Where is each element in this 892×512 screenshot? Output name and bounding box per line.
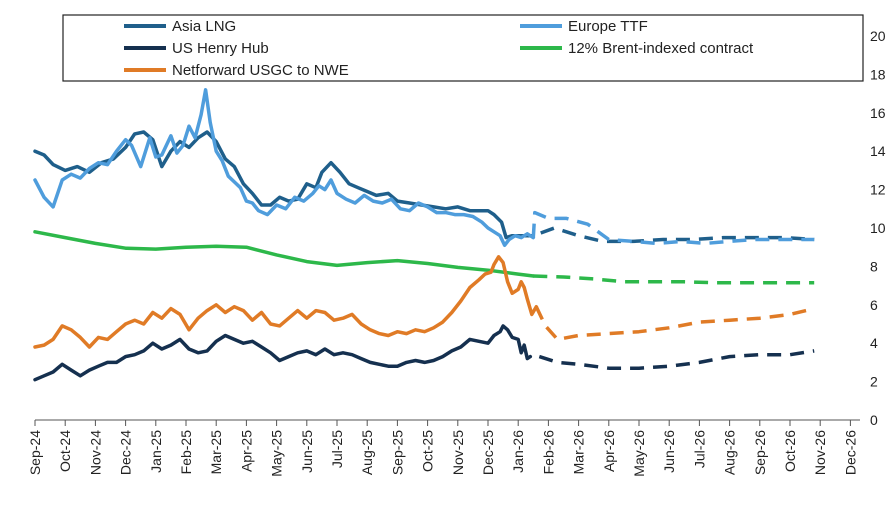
y-tick-label: 0 bbox=[870, 412, 878, 428]
y-tick-label: 20 bbox=[870, 28, 886, 44]
series-asia-lng-forecast bbox=[518, 226, 815, 244]
x-tick-label: Apr-25 bbox=[238, 430, 254, 472]
y-tick-label: 12 bbox=[870, 182, 886, 198]
series-us-henry-hub-historical bbox=[33, 324, 533, 382]
series-europe-ttf-historical bbox=[33, 88, 536, 248]
x-tick-label: May-25 bbox=[269, 430, 285, 477]
x-tick-label: Oct-24 bbox=[57, 430, 73, 472]
series-asia-lng-historical bbox=[33, 130, 520, 240]
y-tick-label: 2 bbox=[870, 374, 878, 390]
x-tick-label: Nov-25 bbox=[450, 430, 466, 475]
y-tick-label: 4 bbox=[870, 335, 878, 351]
series-us-henry-hub-forecast bbox=[538, 349, 815, 370]
x-tick-label: Oct-26 bbox=[782, 430, 798, 472]
x-tick-label: Dec-25 bbox=[480, 430, 496, 475]
series-europe-ttf-forecast bbox=[531, 210, 815, 246]
x-tick-label: Jun-26 bbox=[661, 430, 677, 473]
x-tick-label: Nov-24 bbox=[87, 430, 103, 475]
x-tick-label: Dec-26 bbox=[842, 430, 858, 475]
axes-layer: Sep-24 Oct-24 Nov-24 Dec-24 Jan-25 Feb-25 Mar-… bbox=[27, 28, 886, 477]
x-tick-label: Feb-25 bbox=[178, 430, 194, 475]
series-netforward-usgc-to-nwe-historical bbox=[33, 255, 539, 349]
x-tick-label: Dec-24 bbox=[118, 430, 134, 475]
x-tick-label: Apr-26 bbox=[601, 430, 617, 472]
y-tick-label: 10 bbox=[870, 220, 886, 236]
legend-frame bbox=[62, 14, 864, 82]
x-tick-label: Aug-26 bbox=[722, 430, 738, 475]
y-tick-label: 14 bbox=[870, 143, 886, 159]
x-tick-label: Nov-26 bbox=[812, 430, 828, 475]
y-tick-label: 6 bbox=[870, 297, 878, 313]
x-tick-label: Jul-26 bbox=[691, 430, 707, 468]
series-netforward-usgc-to-nwe-forecast bbox=[534, 305, 815, 342]
legend-label-us-henry-hub: US Henry Hub bbox=[172, 40, 269, 57]
x-tick-label: Jan-26 bbox=[510, 430, 526, 473]
series-12-brent-indexed-contract-forecast bbox=[533, 274, 815, 285]
legend-label-brent-indexed: 12% Brent-indexed contract bbox=[568, 40, 754, 57]
series-12-brent-indexed-contract-historical bbox=[33, 230, 536, 278]
x-tick-label: Sep-24 bbox=[27, 430, 43, 475]
x-tick-label: Mar-25 bbox=[208, 430, 224, 475]
legend-label-asia-lng: Asia LNG bbox=[172, 18, 236, 35]
legend: Asia LNG Europe TTF US Henry Hub 12% Bre… bbox=[62, 14, 864, 82]
y-tick-label: 18 bbox=[870, 66, 886, 82]
legend-label-europe-ttf: Europe TTF bbox=[568, 18, 648, 35]
x-tick-label: Mar-26 bbox=[571, 430, 587, 475]
x-tick-label: Oct-25 bbox=[420, 430, 436, 472]
legend-label-netforward: Netforward USGC to NWE bbox=[172, 62, 349, 79]
x-tick-label: Jul-25 bbox=[329, 430, 345, 468]
y-tick-label: 8 bbox=[870, 258, 878, 274]
x-tick-label: Jun-25 bbox=[299, 430, 315, 473]
x-tick-label: Feb-26 bbox=[540, 430, 556, 475]
x-tick-label: Jan-25 bbox=[148, 430, 164, 473]
x-tick-label: May-26 bbox=[631, 430, 647, 477]
x-tick-label: Sep-26 bbox=[752, 430, 768, 475]
x-tick-label: Sep-25 bbox=[389, 430, 405, 475]
y-tick-label: 16 bbox=[870, 105, 886, 121]
x-tick-label: Aug-25 bbox=[359, 430, 375, 475]
series-layer bbox=[33, 88, 815, 382]
